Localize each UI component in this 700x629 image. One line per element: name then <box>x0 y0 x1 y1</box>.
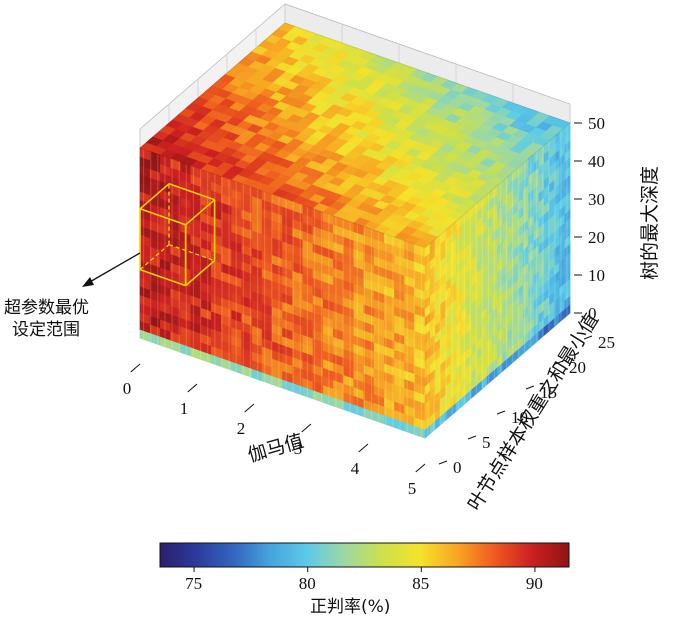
x-tick-label: 2 <box>237 419 246 438</box>
x-tick-mark <box>187 383 198 393</box>
colorbar-tick-label: 75 <box>185 574 202 593</box>
y-tick-mark <box>554 360 564 365</box>
x-tick-mark <box>358 443 369 453</box>
colorbar-label: 正判率(%) <box>310 597 390 617</box>
colorbar-tick-label: 90 <box>526 574 543 593</box>
x-axis-label: 伽马值 <box>245 430 306 467</box>
cube-cell <box>564 122 571 137</box>
colorbar-tick-label: 85 <box>412 574 429 593</box>
z-tick-label: 50 <box>588 114 605 133</box>
y-tick-mark <box>438 460 448 465</box>
y-tick-mark <box>525 385 535 390</box>
cube-top-face <box>139 22 571 249</box>
z-tick-label: 40 <box>588 152 605 171</box>
x-tick-label: 5 <box>408 479 417 498</box>
y-tick-label: 5 <box>482 433 491 452</box>
x-tick-mark <box>415 463 426 473</box>
z-tick-label: 10 <box>588 266 605 285</box>
x-tick-mark <box>130 363 141 373</box>
optimal-box-edge <box>185 259 216 287</box>
y-tick-mark <box>583 335 593 340</box>
y-tick-mark <box>467 435 477 440</box>
z-axis-label: 树的最大深度 <box>639 166 661 280</box>
x-tick-label: 1 <box>180 399 189 418</box>
annotation-arrow-head <box>82 277 94 287</box>
cube-front-face <box>139 147 426 439</box>
data-cube <box>139 22 571 439</box>
cube-top-outline <box>139 22 571 249</box>
optimal-box-hidden-edge <box>139 244 170 271</box>
x-tick-label: 3 <box>294 439 303 458</box>
z-tick-label: 20 <box>588 228 605 247</box>
x-tick-mark <box>244 403 255 413</box>
cube-right-face <box>424 122 571 439</box>
y-tick-label: 0 <box>453 458 462 477</box>
x-tick-label: 0 <box>123 379 132 398</box>
annotation-line-2: 设定范围 <box>12 320 80 340</box>
y-tick-label: 10 <box>511 408 528 427</box>
optimal-box-edge <box>185 199 216 226</box>
z-tick-label: 0 <box>588 304 597 323</box>
x-tick-label: 4 <box>351 459 360 478</box>
colorbar-bar <box>159 542 570 568</box>
x-tick-mark <box>301 423 312 433</box>
annotation-arrow-shaft <box>87 252 141 284</box>
optimal-box-edge <box>139 208 186 226</box>
optimal-box-edge <box>139 183 170 210</box>
optimal-box-edge <box>168 183 215 201</box>
y-tick-label: 25 <box>598 333 615 352</box>
optimal-box-edge <box>139 268 186 287</box>
optimal-box-hidden-edge <box>168 243 215 262</box>
colorbar-tick-label: 80 <box>299 574 316 593</box>
z-tick-label: 30 <box>588 190 605 209</box>
y-tick-mark <box>496 410 506 415</box>
y-tick-label: 20 <box>569 358 586 377</box>
annotation-line-1: 超参数最优 <box>4 298 89 318</box>
y-tick-label: 15 <box>540 383 557 402</box>
colorbar-ticks: 75 80 85 90 <box>185 567 543 593</box>
optimal-region-box <box>139 183 216 287</box>
colorbar: 75 80 85 90 <box>159 542 570 593</box>
